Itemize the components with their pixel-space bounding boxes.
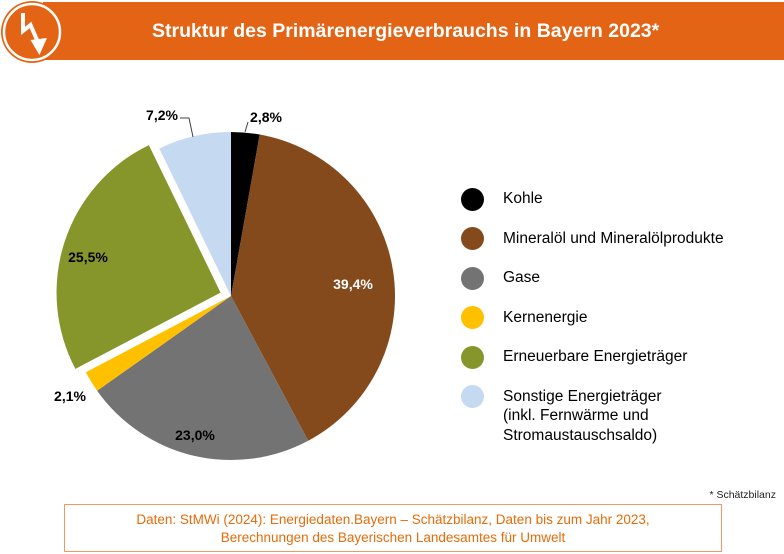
pie-slice-mineraloel: [231, 134, 395, 441]
legend-label: Kernenergie: [503, 308, 588, 326]
data-label-sonstige: 7,2%: [146, 107, 178, 123]
pie-slice-erneuerbare: [56, 145, 221, 369]
pie-slice-kohle: [231, 132, 260, 296]
header-band: [43, 2, 784, 60]
legend-item-erneuerbare: Erneuerbare Energieträger: [461, 345, 724, 369]
legend-label: Kohle: [503, 190, 543, 207]
data-label-gase: 23,0%: [175, 427, 215, 443]
data-label-kernenergie: 2,1%: [54, 388, 86, 404]
legend-label: Mineralöl und Mineralölprodukte: [503, 229, 724, 247]
pie-chart: 2,8% 39,4% 23,0% 2,1% 25,5% 7,2%: [54, 107, 395, 461]
legend-label: Erneuerbare Energieträger: [503, 348, 688, 365]
legend-item-gase: Gase: [461, 266, 724, 290]
source-line: Daten: StMWi (2024): Energiedaten.Bayern…: [136, 512, 650, 527]
legend-swatch-icon: [461, 266, 484, 290]
legend: Kohle Mineralöl und Mineralölprodukte Ga…: [461, 187, 724, 462]
pie-slice-kernenergie: [85, 296, 231, 391]
footnote: * Schätzbilanz: [709, 489, 776, 501]
data-label-kohle: 2,8%: [250, 109, 282, 125]
leader-line-sonstige: [180, 117, 194, 138]
pie-slice-gase: [97, 296, 309, 461]
data-label-erneuerbare: 25,5%: [68, 249, 108, 265]
pie-slice-sonstige: [159, 132, 231, 296]
lightning-arrow-icon: [1, 1, 63, 63]
legend-swatch-icon: [461, 227, 484, 250]
legend-item-sonstige: Sonstige Energieträger (inkl. Fernwärme …: [461, 385, 724, 445]
legend-label: Gase: [503, 269, 541, 286]
source-line: Berechnungen des Bayerischen Landesamtes…: [220, 530, 566, 545]
legend-item-kernenergie: Kernenergie: [461, 306, 724, 329]
legend-swatch-icon: [461, 187, 484, 211]
legend-swatch-icon: [461, 345, 484, 369]
legend-swatch-icon: [461, 385, 484, 408]
legend-label: Sonstige Energieträger (inkl. Fernwärme …: [503, 387, 662, 444]
chart-title: Struktur des Primärenergieverbrauchs in …: [152, 20, 660, 42]
legend-item-kohle: Kohle: [461, 187, 724, 211]
source-box: Daten: StMWi (2024): Energiedaten.Bayern…: [64, 504, 722, 552]
legend-item-mineraloel: Mineralöl und Mineralölprodukte: [461, 227, 724, 250]
data-label-mineraloel: 39,4%: [333, 276, 373, 292]
legend-swatch-icon: [461, 306, 484, 329]
leader-line-kohle: [244, 121, 249, 133]
